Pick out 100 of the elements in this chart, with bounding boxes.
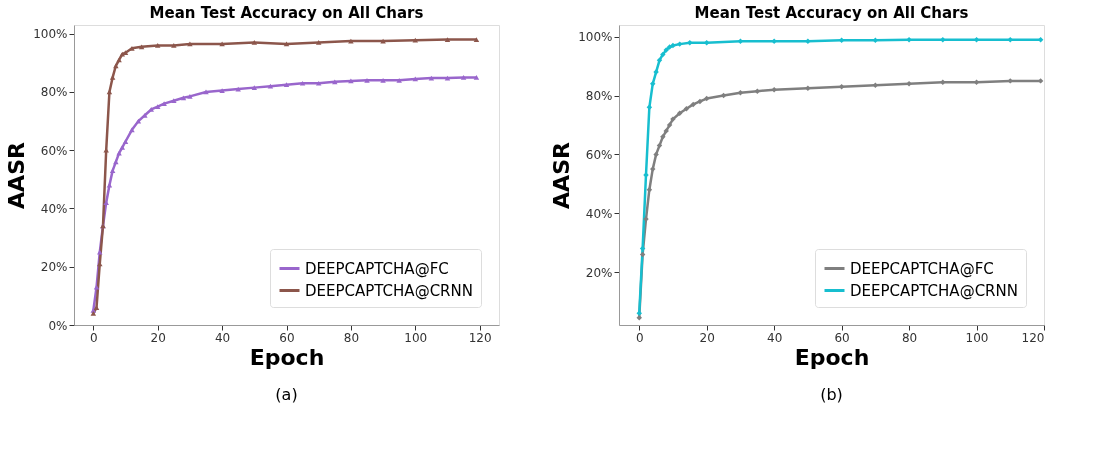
point [646,186,653,193]
point [364,77,370,83]
y-tick-label: 20% [585,265,613,280]
point [161,101,167,107]
point [148,107,155,112]
point [660,134,666,140]
point [771,86,777,93]
point [299,80,306,86]
y-axis-title: AASR [549,142,575,209]
point [805,85,811,91]
point [180,95,187,101]
point [138,44,145,50]
y-tick-label: 100% [33,27,68,42]
point [97,249,103,255]
y-tick-label: 60% [40,143,68,158]
point [315,40,322,45]
point [171,43,177,48]
point [460,75,467,80]
legend-label: DEEPCAPTCHA@FC [305,259,449,278]
x-tick-label: 120 [468,330,492,345]
x-tick-label: 20 [150,330,166,345]
x-axis-title: Epoch [249,344,325,370]
point [251,40,258,45]
point [103,200,109,206]
x-tick-label: 100 [404,330,428,345]
point [396,77,402,83]
y-tick-label: 100% [578,30,613,45]
point [412,37,419,43]
y-tick-label: 0% [48,318,68,333]
point [906,81,912,87]
point [93,284,100,290]
point [129,127,135,133]
point [444,75,451,81]
x-axis-title: Epoch [794,344,870,370]
chart-title: Mean Test Accuracy on All Chars [694,4,969,22]
point [315,80,322,86]
x-tick-label: 40 [214,330,231,345]
point [473,37,480,42]
y-tick-label: 80% [585,89,613,104]
point [203,89,209,95]
x-tick-label: 60 [279,330,295,345]
point [703,39,710,46]
point [663,128,669,134]
point [332,79,338,85]
y-tick-label: 80% [40,85,68,100]
x-tick-label: 40 [767,330,783,345]
legend-label: DEEPCAPTCHA@FC [850,259,994,278]
point [940,36,946,43]
point [805,38,811,44]
point [154,104,161,109]
point [771,38,777,44]
y-axis-title: AASR [4,142,30,209]
y-tick-label: 40% [585,206,613,221]
x-tick-label: 80 [901,330,918,345]
point [187,93,193,99]
x-tick-label: 0 [90,330,98,345]
point [670,42,676,49]
y-tick-label: 40% [40,202,68,216]
text: (b) [820,385,843,404]
x-tick-label: 20 [699,330,715,345]
y-tick-label: 60% [585,147,613,162]
point [171,98,177,104]
point [283,82,290,88]
point [251,85,258,90]
x-tick-label: 80 [343,330,360,345]
point [838,84,845,90]
point [444,37,451,42]
point [109,168,116,173]
point [129,45,135,51]
point [687,39,693,46]
text: (a) [275,385,298,404]
point [1037,36,1044,43]
point [142,112,148,118]
chart-title: Mean Test Accuracy on All Chars [149,4,424,22]
point [119,144,126,150]
point [646,104,653,111]
point [283,41,290,47]
point [106,182,113,188]
point [906,36,912,43]
point [683,106,690,112]
point [636,310,642,316]
point [690,101,696,108]
point [940,79,946,86]
point [380,77,386,83]
legend-label: DEEPCAPTCHA@CRNN [850,281,1018,300]
point [473,75,480,80]
x-tick-label: 120 [1021,330,1045,345]
point [649,81,656,87]
point [872,37,879,44]
point [113,63,119,69]
point [649,166,656,172]
point [219,88,225,93]
x-tick-label: 60 [834,330,850,345]
point [653,151,659,158]
point [660,51,666,58]
point [838,37,845,44]
x-tick-label: 0 [635,330,644,345]
point [697,98,703,105]
point [737,38,744,44]
y-tick-label: 20% [40,260,68,275]
